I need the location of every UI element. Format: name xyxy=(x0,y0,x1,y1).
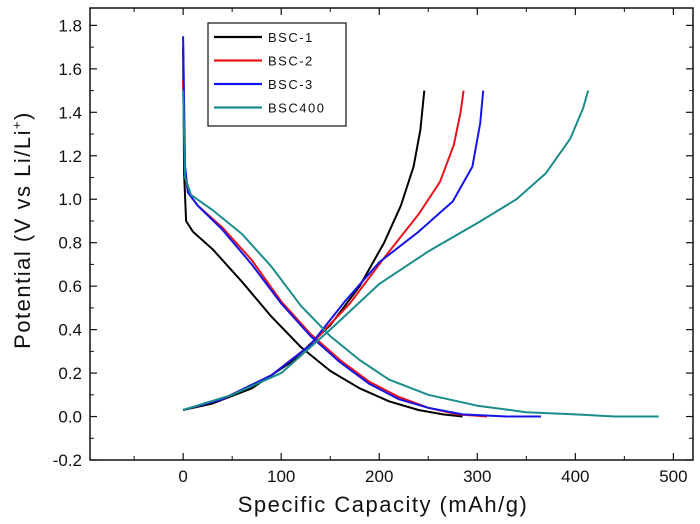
y-tick-label: 0.8 xyxy=(58,234,82,253)
bsc400-charge-curve xyxy=(182,90,590,411)
x-tick-label: 400 xyxy=(561,467,589,486)
y-tick-label: 0.2 xyxy=(58,364,82,383)
y-tick-label: 0.0 xyxy=(58,408,82,427)
plot-frame xyxy=(89,7,694,461)
series-layer xyxy=(182,36,659,418)
bsc-2-charge-curve xyxy=(182,90,465,411)
y-tick-label: 1.0 xyxy=(58,190,82,209)
y-tick-label: 0.6 xyxy=(58,277,82,296)
y-tick-label: 0.4 xyxy=(58,321,82,340)
legend-label-bsc-1: BSC-1 xyxy=(268,30,314,45)
bsc-3-charge-curve xyxy=(182,90,485,411)
bsc400-discharge-curve xyxy=(182,90,659,418)
bsc-2-discharge-curve xyxy=(182,79,488,418)
legend-label-bsc-2: BSC-2 xyxy=(268,54,314,69)
y-tick-label: 1.2 xyxy=(58,147,82,166)
x-tick-label: 0 xyxy=(178,467,187,486)
x-tick-label: 200 xyxy=(365,467,393,486)
x-tick-label: 300 xyxy=(463,467,491,486)
bsc-1-discharge-curve xyxy=(182,47,463,418)
legend-box xyxy=(207,22,347,127)
axis-ticks: 0 100 200 300 400 500 -0.2 0.0 0.2 0.4 0.6 0.8 1.0 1.… xyxy=(53,8,693,486)
bsc-1-charge-curve xyxy=(182,90,426,411)
y-axis-title: Potential (V vs Li/Li+) xyxy=(9,111,35,349)
y-tick-label: -0.2 xyxy=(53,451,82,470)
x-axis-title: Specific Capacity (mAh/g) xyxy=(238,492,529,517)
y-tick-label: 1.8 xyxy=(58,16,82,35)
legend-label-bsc400: BSC400 xyxy=(268,101,325,116)
x-tick-label: 500 xyxy=(659,467,687,486)
legend: BSC-1 BSC-2 BSC-3 BSC400 xyxy=(207,22,347,127)
x-tick-label: 100 xyxy=(267,467,295,486)
plot-border xyxy=(89,7,694,461)
legend-label-bsc-3: BSC-3 xyxy=(268,77,314,92)
y-tick-label: 1.4 xyxy=(58,103,82,122)
y-tick-label: 1.6 xyxy=(58,60,82,79)
bsc-3-discharge-curve xyxy=(182,36,541,418)
